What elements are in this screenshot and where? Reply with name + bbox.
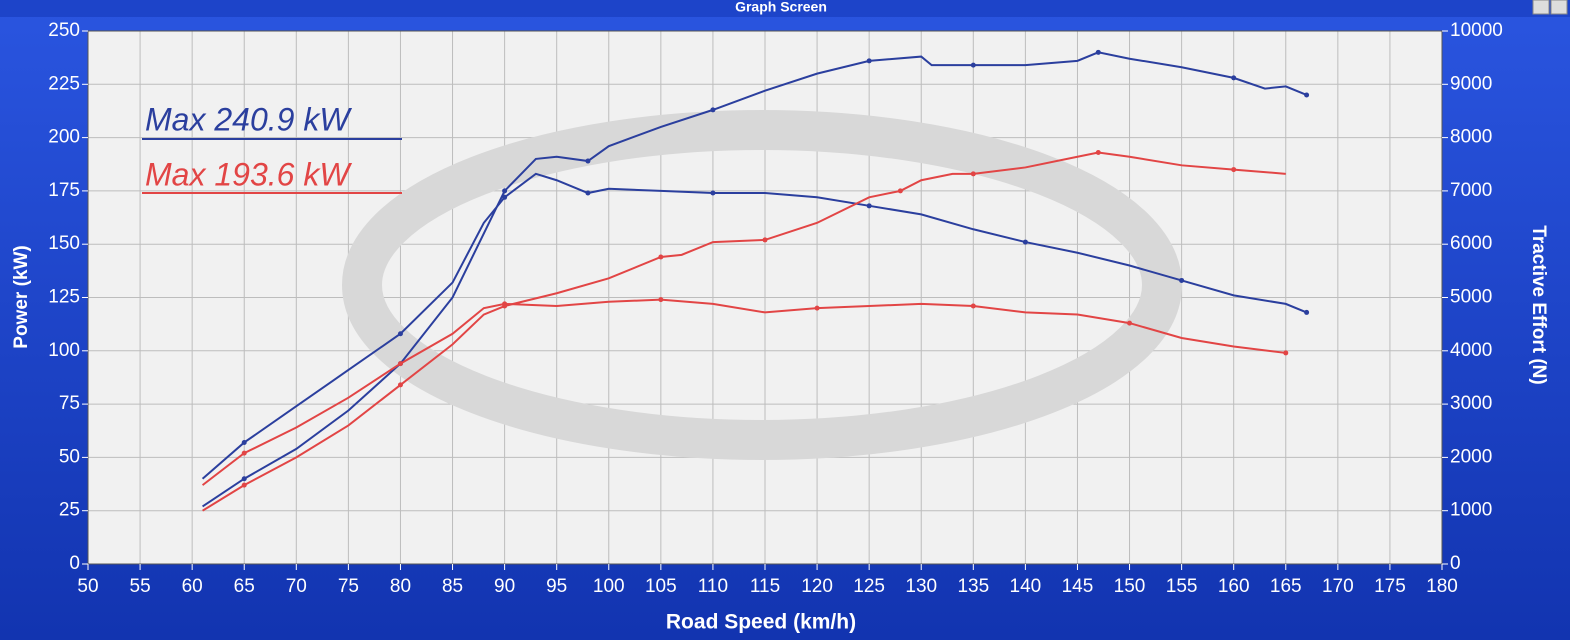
x-tick-label: 110 xyxy=(698,576,728,597)
y2-tick-label: 7000 xyxy=(1450,180,1492,201)
window-title: Graph Screen xyxy=(735,0,827,15)
data-point xyxy=(1304,309,1310,315)
data-point xyxy=(710,107,716,113)
title-bar xyxy=(0,0,1570,17)
x-tick-label: 175 xyxy=(1374,576,1406,597)
y-tick-label: 0 xyxy=(69,553,80,574)
data-point xyxy=(814,305,820,311)
data-point xyxy=(397,382,403,388)
y2-tick-label: 5000 xyxy=(1450,287,1492,308)
y-tick-label: 200 xyxy=(48,127,80,148)
data-point xyxy=(710,190,716,196)
data-point xyxy=(241,450,247,456)
data-point xyxy=(658,297,664,303)
data-point xyxy=(1127,320,1133,326)
y-tick-label: 50 xyxy=(59,446,80,467)
x-tick-label: 60 xyxy=(182,576,203,597)
x-tick-label: 145 xyxy=(1062,576,1094,597)
data-point xyxy=(762,237,768,243)
data-point xyxy=(897,188,903,194)
annotation: Max 240.9 kW xyxy=(145,101,352,137)
y-axis-title: Power (kW) xyxy=(11,245,32,348)
x-tick-label: 65 xyxy=(234,576,255,597)
x-tick-label: 120 xyxy=(801,576,833,597)
restore-button[interactable] xyxy=(1532,0,1550,15)
x-tick-label: 95 xyxy=(546,576,567,597)
data-point xyxy=(970,303,976,309)
y2-tick-label: 2000 xyxy=(1450,446,1492,467)
x-axis-title: Road Speed (km/h) xyxy=(666,611,856,634)
x-tick-label: 165 xyxy=(1270,576,1302,597)
data-line xyxy=(201,298,1286,486)
x-tick-label: 100 xyxy=(593,576,625,597)
x-tick-label: 50 xyxy=(77,576,98,597)
y-tick-label: 225 xyxy=(48,73,80,94)
y-tick-label: 250 xyxy=(48,20,80,41)
x-tick-label: 70 xyxy=(286,576,307,597)
y2-tick-label: 6000 xyxy=(1450,233,1492,254)
data-point xyxy=(397,331,403,337)
y2-tick-label: 10000 xyxy=(1450,20,1503,41)
x-tick-label: 55 xyxy=(130,576,151,597)
x-tick-label: 135 xyxy=(957,576,989,597)
data-line xyxy=(201,172,1307,480)
watermark-logo xyxy=(342,110,1182,460)
y2-tick-label: 3000 xyxy=(1450,393,1492,414)
y2-tick-label: 0 xyxy=(1450,553,1461,574)
data-point xyxy=(241,476,247,482)
x-tick-label: 125 xyxy=(853,576,885,597)
data-point xyxy=(1231,167,1237,173)
data-point xyxy=(866,58,872,64)
y2-tick-label: 1000 xyxy=(1450,500,1492,521)
y2-axis-title: Tractive Effort (N) xyxy=(1528,225,1549,384)
y-tick-label: 75 xyxy=(59,393,80,414)
x-tick-label: 170 xyxy=(1322,576,1354,597)
x-tick-label: 105 xyxy=(645,576,677,597)
data-point xyxy=(502,301,508,307)
x-tick-label: 85 xyxy=(442,576,463,597)
y-tick-label: 100 xyxy=(48,340,80,361)
data-point xyxy=(1179,277,1185,283)
x-tick-label: 115 xyxy=(750,576,780,597)
data-point xyxy=(866,203,872,209)
x-tick-label: 155 xyxy=(1166,576,1198,597)
x-tick-label: 80 xyxy=(390,576,411,597)
lines xyxy=(201,49,1310,512)
data-point xyxy=(1304,92,1310,98)
data-point xyxy=(1095,49,1101,55)
y2-tick-label: 9000 xyxy=(1450,73,1492,94)
data-point xyxy=(1283,350,1289,356)
y-tick-label: 150 xyxy=(48,233,80,254)
x-tick-label: 140 xyxy=(1010,576,1042,597)
x-tick-label: 160 xyxy=(1218,576,1250,597)
data-line xyxy=(202,51,1307,508)
y-tick-label: 125 xyxy=(48,287,80,308)
data-point xyxy=(502,194,508,200)
data-point xyxy=(502,188,508,194)
data-point xyxy=(970,171,976,177)
data-point xyxy=(241,439,247,445)
data-point xyxy=(585,190,591,196)
x-tick-label: 130 xyxy=(905,576,937,597)
data-point xyxy=(1231,75,1237,81)
data-point xyxy=(1095,150,1101,156)
y-tick-label: 25 xyxy=(59,500,80,521)
y2-tick-label: 8000 xyxy=(1450,127,1492,148)
data-point xyxy=(397,361,403,367)
y2-tick-label: 4000 xyxy=(1450,340,1492,361)
x-tick-label: 75 xyxy=(338,576,359,597)
x-tick-label: 90 xyxy=(494,576,515,597)
data-point xyxy=(241,482,247,488)
x-tick-label: 150 xyxy=(1114,576,1146,597)
close-button[interactable] xyxy=(1550,0,1568,15)
data-point xyxy=(970,62,976,68)
data-point xyxy=(585,158,591,164)
data-point xyxy=(658,254,664,260)
y-tick-label: 175 xyxy=(48,180,80,201)
data-point xyxy=(1022,239,1028,245)
x-tick-label: 180 xyxy=(1426,576,1458,597)
annotation: Max 193.6 kW xyxy=(145,156,352,192)
